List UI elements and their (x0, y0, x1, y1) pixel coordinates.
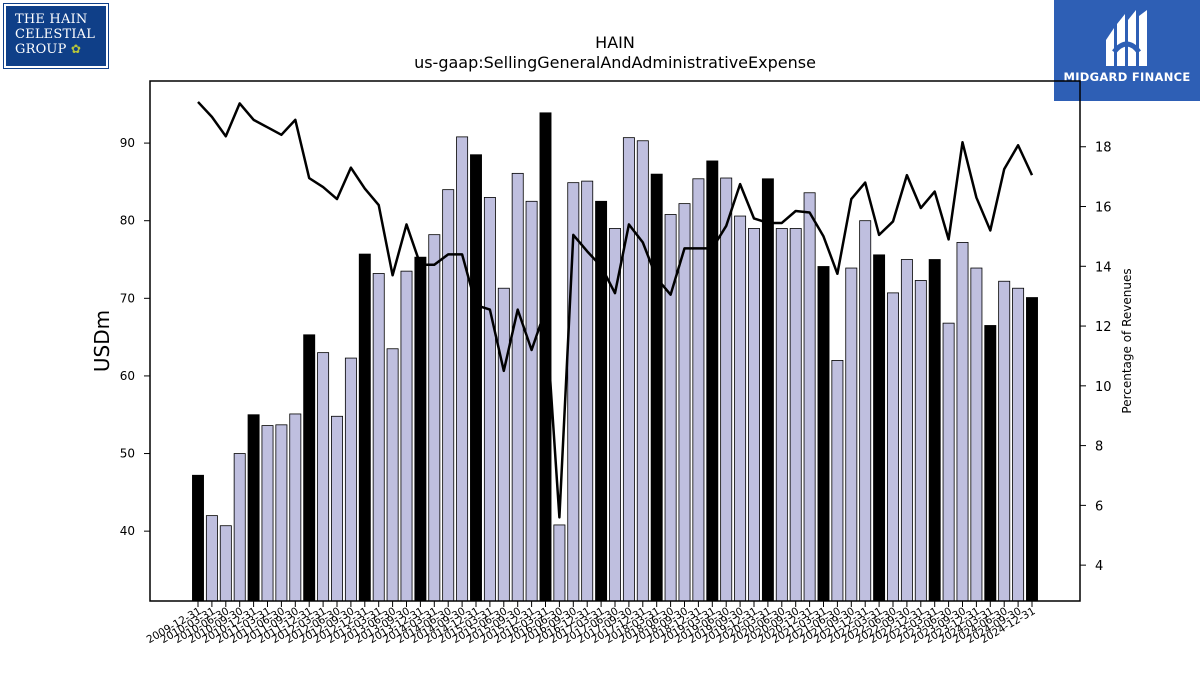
bar-2010-12-31 (247, 414, 260, 602)
brand-name: MIDGARD FINANCE (1063, 70, 1191, 84)
y-axis-right: 4 6 8 10 12 14 16 18 (1080, 141, 1112, 574)
bar-2012-12-31 (358, 253, 371, 602)
bar-2015-12-31 (525, 200, 538, 602)
bar-2013-09-30 (400, 270, 413, 602)
y-tick-label: 60 (120, 369, 135, 383)
bar-2010-03-31 (205, 515, 218, 602)
y-tick-label: 70 (120, 291, 135, 305)
bar-2014-03-31 (428, 234, 441, 602)
bar-2013-03-31 (372, 273, 385, 602)
hain-celestial-logo: THE HAIN CELESTIAL GROUP ✿ (3, 3, 109, 69)
bar-2015-03-31 (483, 197, 496, 602)
logo-line-3-wrap: GROUP ✿ (15, 42, 106, 57)
bar-2020-12-31 (803, 192, 816, 602)
bar-2013-12-31 (414, 256, 427, 602)
bar-2021-06-30 (831, 360, 844, 602)
bar-2016-12-31 (581, 180, 594, 602)
bar-2010-06-30 (219, 525, 232, 602)
bar-2012-03-31 (317, 352, 330, 602)
y2-tick-label: 10 (1095, 380, 1112, 395)
bar-2018-03-31 (650, 173, 663, 602)
bar-2023-03-31 (928, 259, 941, 602)
line-group (197, 101, 1034, 519)
y-axis-label: USDm (90, 310, 114, 372)
bar-2018-06-30 (664, 214, 677, 602)
bar-2012-06-30 (331, 415, 343, 602)
bar-2022-09-30 (900, 259, 913, 602)
y2-tick-label: 4 (1095, 559, 1103, 574)
y-tick-label: 90 (120, 136, 135, 150)
bar-2011-09-30 (289, 413, 302, 602)
y-tick-label: 40 (120, 524, 135, 538)
bar-2014-12-31 (470, 154, 482, 602)
bar-2022-06-30 (887, 292, 899, 602)
bar-2015-09-30 (511, 172, 524, 602)
bar-2019-09-30 (734, 215, 747, 602)
bar-2023-09-30 (956, 242, 969, 602)
bar-2016-06-30 (553, 524, 566, 602)
percentage-line (197, 101, 1034, 519)
y2-tick-label: 12 (1095, 320, 1112, 335)
bar-2024-09-30 (1012, 287, 1025, 602)
bar-2014-06-30 (442, 189, 455, 602)
bar-2017-12-31 (636, 140, 649, 602)
bar-2019-12-31 (748, 228, 760, 602)
y2-tick-label: 18 (1095, 141, 1112, 156)
y-tick-label: 80 (120, 214, 135, 228)
bar-2021-12-31 (859, 220, 872, 602)
y2-tick-label: 6 (1095, 499, 1103, 514)
bar-2020-09-30 (789, 228, 802, 602)
bar-2020-06-30 (775, 228, 788, 602)
x-axis: 2009-12-312010-03-312010-06-302010-09-30… (145, 601, 1038, 646)
logo-line-2: CELESTIAL (15, 27, 96, 42)
bars-group (192, 112, 1038, 602)
bar-2022-12-31 (914, 280, 927, 602)
y2-tick-label: 8 (1095, 440, 1103, 455)
bar-2019-06-30 (720, 177, 733, 602)
chart-title: HAIN (595, 33, 635, 52)
y2-tick-label: 14 (1095, 260, 1112, 275)
bar-2014-09-30 (456, 136, 469, 602)
bar-2023-06-30 (942, 322, 955, 602)
bar-2009-12-31 (192, 474, 204, 602)
y2-tick-label: 16 (1095, 201, 1112, 216)
midgard-finance-logo: MIDGARD FINANCE (1054, 0, 1200, 101)
bar-2024-03-31 (984, 325, 997, 602)
bar-2019-03-31 (706, 160, 719, 602)
bar-2023-12-31 (970, 267, 983, 602)
logo-line-1: THE HAIN (15, 12, 88, 27)
bar-2024-12-31 (1026, 297, 1038, 602)
y-axis-left: 40 50 60 70 80 90 (120, 136, 150, 538)
bar-2010-09-30 (233, 453, 246, 602)
bar-2012-09-30 (344, 357, 357, 602)
bar-2011-06-30 (275, 424, 288, 602)
bar-2022-03-31 (873, 254, 886, 602)
y2-axis-label: Percentage of Revenues (1120, 268, 1134, 413)
bar-2013-06-30 (386, 348, 399, 602)
midgard-mark-icon (1106, 10, 1147, 66)
bar-2024-06-30 (998, 280, 1011, 602)
bar-2018-12-31 (692, 178, 705, 602)
y-tick-label: 50 (120, 447, 135, 461)
bar-2011-12-31 (303, 334, 316, 602)
bar-2017-09-30 (622, 137, 635, 602)
bar-2021-09-30 (845, 267, 858, 602)
bar-2020-03-31 (761, 178, 774, 602)
bar-2015-06-30 (497, 287, 510, 602)
bar-2011-03-31 (261, 425, 274, 602)
bar-2021-03-31 (817, 266, 830, 602)
logo-line-3: GROUP (15, 42, 67, 57)
chart-subtitle: us-gaap:SellingGeneralAndAdministrativeE… (414, 53, 816, 72)
leaf-icon: ✿ (70, 42, 82, 56)
